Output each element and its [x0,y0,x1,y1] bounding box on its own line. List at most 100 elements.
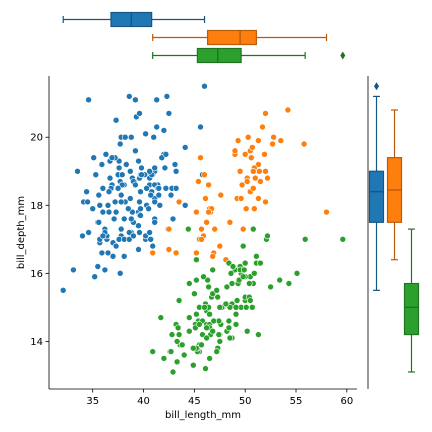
scatter-point [137,212,144,219]
scatter-point [203,324,210,332]
scatter-point [232,303,240,311]
scatter-point [203,219,210,226]
scatter-point [190,361,197,369]
scatter-point [276,276,284,284]
scatter-point [262,110,269,117]
scatter-point [223,283,231,291]
scatter-point [186,327,193,335]
scatter-point [217,191,225,199]
y-tick-label: 14 [30,337,43,348]
scatter-point [216,338,224,345]
scatter-point [250,185,257,192]
scatter-point [241,151,249,158]
scatter-point [253,252,260,260]
scatter-point [138,171,145,178]
y-tick-label: 18 [30,201,43,212]
scatter-point [323,208,330,216]
scatter-point [109,252,117,260]
scatter-point [150,133,157,141]
scatter-point [244,133,252,141]
scatter-point [121,133,129,141]
scatter-point [96,202,104,209]
scatter-point [91,273,98,281]
scatter-point [262,168,269,175]
scatter-point [239,273,247,281]
scatter-point [209,252,216,260]
scatter-point [264,174,271,182]
scatter-point [74,168,81,175]
scatter-point [247,297,254,304]
scatter-point [203,334,210,342]
scatter-point [234,137,242,144]
x-tick-label: 40 [137,396,150,407]
scatter-point [173,358,181,366]
scatter-point [146,168,153,175]
scatter-point [146,229,153,236]
scatter-point [277,137,285,144]
scatter-point [236,168,244,175]
scatter-point [126,93,133,100]
scatter-point [153,96,160,104]
scatter-point [105,208,113,216]
scatter-point [201,303,208,311]
scatter-point [216,242,224,250]
scatter-point [95,191,103,199]
scatter-point [261,151,268,158]
scatter-point [153,123,160,131]
scatter-point [202,365,209,372]
main-axes: 35 40 45 50 55 60 14 16 18 20 [30,76,357,407]
scatter-point [123,161,130,168]
scatter-point [135,246,142,253]
scatter-point [215,331,223,338]
scatter-point [90,154,97,161]
scatter-point [193,249,200,257]
scatter-point [214,293,221,301]
scatter-point [112,242,120,250]
scatter-point [300,140,308,148]
scatter-point [229,263,237,270]
scatter-point [110,215,118,223]
scatter-point [168,331,176,338]
scatter-point [209,266,216,274]
marginal-boxplot-right [367,76,420,389]
scatter-point [160,355,168,362]
scatter-point [256,168,263,175]
scatter-point [120,252,128,260]
scatter-point [237,195,245,202]
scatter-point [226,219,234,226]
scatter-point [216,303,224,311]
scatter-point [201,82,208,90]
scatter-point [175,198,183,206]
scatter-point [180,351,188,359]
scatter-point [257,259,264,267]
scatter-point [205,283,212,291]
scatter-point [98,249,106,257]
scatter-point [149,249,156,257]
x-tick-label: 35 [86,396,99,407]
scatter-point [250,225,257,233]
scatter-point [169,215,177,223]
scatter-point [228,280,236,287]
scatter-point [264,232,271,240]
scatter-point [174,324,182,332]
x-tick-label: 45 [188,396,201,407]
scatter-point [165,246,173,253]
scatter-point [127,195,134,202]
scatter-point [85,96,92,104]
scatter-point [205,208,212,216]
scatter-point [209,327,216,335]
scatter-point [147,191,154,199]
scatter-point [200,273,207,281]
box [403,282,420,336]
scatter-point [185,225,192,233]
scatter-points [59,82,347,376]
scatter-point [108,154,116,161]
scatter-point [178,341,186,349]
scatter-point [162,185,170,192]
scatter-point [111,198,119,206]
scatter-point [246,280,253,287]
scatter-point [242,303,250,311]
scatter-point [125,205,132,212]
scatter-point [232,310,240,318]
scatter-point [84,198,91,206]
